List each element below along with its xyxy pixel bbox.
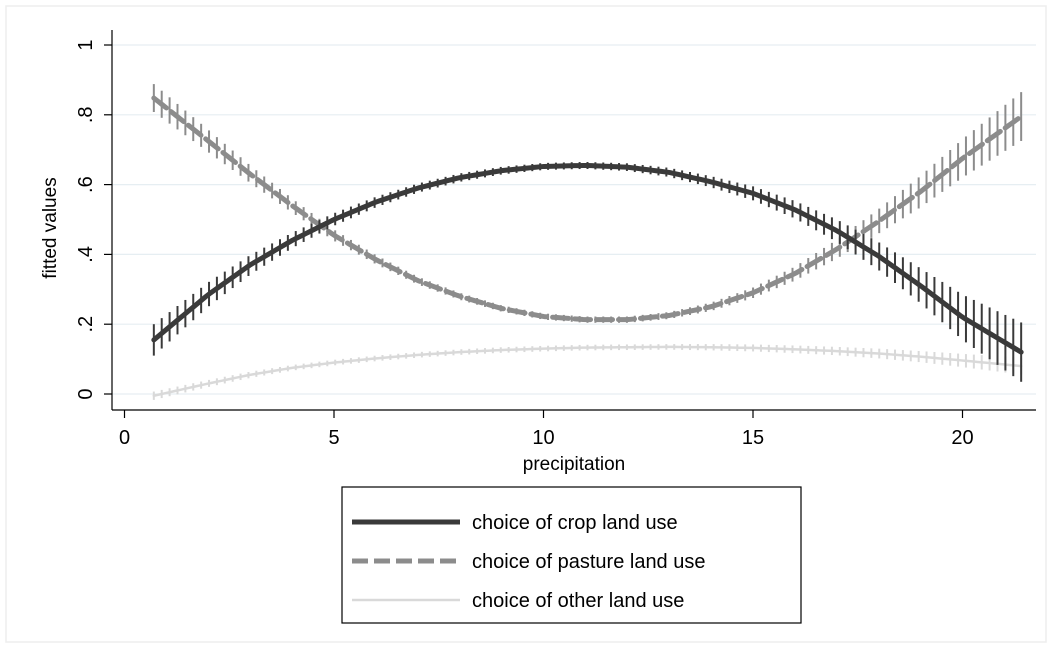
x-tick-label: 15	[742, 427, 764, 449]
plot-area	[151, 84, 1024, 400]
series-line	[152, 345, 1023, 397]
y-tick-label: .2	[75, 316, 97, 333]
series-2	[151, 84, 1024, 323]
axes: 0.2.4.6.810 5 10 15 20	[75, 30, 1036, 449]
legend-label: choice of pasture land use	[472, 551, 706, 573]
x-tick-label: 0	[119, 427, 130, 449]
x-tick-label: 5	[328, 427, 339, 449]
y-tick-label: 1	[75, 39, 97, 50]
x-tick-label: 20	[951, 427, 973, 449]
legend: choice of crop land use choice of pasture…	[341, 486, 802, 624]
series-line	[151, 95, 1024, 323]
y-tick-label: .6	[75, 176, 97, 193]
series-1	[151, 161, 1024, 382]
legend-label: choice of crop land use	[472, 512, 678, 534]
y-tick-label: .4	[75, 246, 97, 263]
series-line	[151, 162, 1024, 355]
y-tick-label: .8	[75, 106, 97, 123]
y-tick-label: 0	[75, 388, 97, 399]
x-tick-label: 10	[532, 427, 554, 449]
y-axis-title: fitted values	[40, 177, 61, 278]
x-axis-title: precipitation	[523, 454, 625, 475]
legend-label: choice of other land use	[472, 590, 684, 612]
figure-frame	[5, 5, 1047, 643]
